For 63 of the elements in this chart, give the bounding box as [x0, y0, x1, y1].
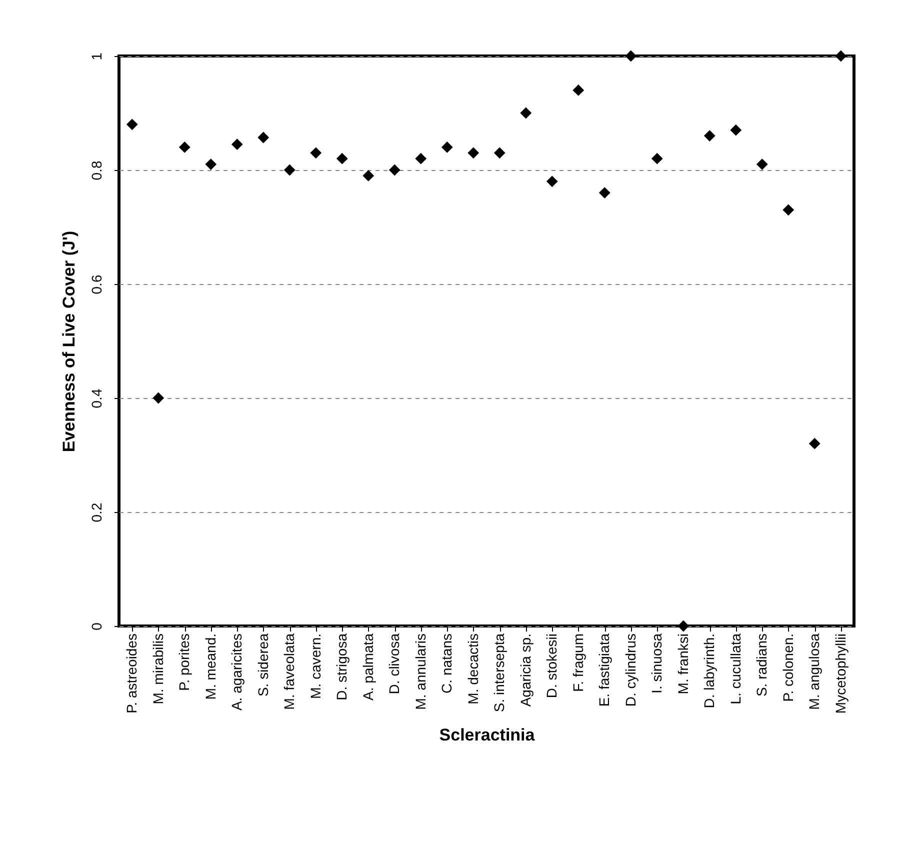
point: [415, 152, 427, 164]
x-tick-label: P. colonen.: [780, 634, 796, 702]
x-tick-label: A. agaricites: [228, 634, 245, 711]
y-tick-label: 1: [88, 52, 104, 60]
x-tick-label: S. radians: [754, 634, 770, 697]
x-tick-label: M. mirabilis: [150, 634, 166, 704]
point: [468, 147, 480, 159]
x-tick-label: D. strigosa: [334, 633, 350, 700]
point: [520, 107, 532, 119]
point: [625, 50, 637, 62]
x-tick-label: L. cucullata: [727, 633, 744, 704]
x-tick-label: E. fastigiata: [596, 633, 612, 707]
point: [678, 620, 690, 632]
x-tick-label: M. meand.: [202, 634, 218, 700]
point: [362, 170, 374, 182]
x-tick-label: M. angulosa: [806, 633, 822, 710]
x-tick-label: D. clivosa: [386, 633, 402, 694]
x-tick-label: D. stokesii: [544, 634, 560, 698]
point: [310, 147, 322, 159]
y-tick-label: 0.4: [88, 388, 104, 408]
x-tick-label: M. faveolata: [281, 633, 298, 710]
point: [205, 158, 217, 170]
x-tick-label: P. astreoides: [124, 634, 140, 714]
y-axis-title: Evenness of Live Cover (J'): [60, 230, 78, 452]
point: [178, 142, 190, 153]
point: [284, 164, 296, 176]
x-tick-label: C. natans: [438, 634, 455, 694]
point: [152, 392, 164, 404]
y-tick-label: 0.2: [88, 502, 104, 522]
point: [730, 124, 742, 136]
point: [598, 187, 610, 198]
x-tick-label: D. labyrinth.: [701, 634, 718, 708]
point: [704, 130, 716, 142]
x-tick-label: F. fragum: [570, 634, 586, 692]
x-tick-label: M. franksi: [674, 634, 691, 694]
y-tick-label: 0: [88, 622, 104, 630]
y-tick-label: 0.6: [88, 274, 104, 294]
point: [651, 152, 663, 164]
point: [782, 204, 794, 216]
x-tick-label: I. sinuosa: [648, 633, 665, 694]
x-tick-label: M. annularis: [412, 634, 428, 710]
point: [494, 147, 506, 159]
point: [808, 438, 820, 450]
point: [756, 158, 768, 170]
x-tick-label: S. intersepta: [491, 633, 508, 712]
x-tick-label: P. porites: [176, 634, 192, 691]
x-tick-label: Agaricia sp.: [517, 634, 534, 707]
point: [546, 176, 558, 188]
x-tick-label: M. cavern.: [307, 634, 324, 699]
x-axis-title: Scleractinia: [439, 726, 536, 745]
x-tick-label: D. cylindrus: [622, 634, 638, 707]
y-tick-label: 0.8: [88, 160, 104, 180]
point: [231, 138, 243, 150]
x-tick-label: A. palmata: [360, 633, 376, 700]
x-tick-label: M. decactis: [464, 634, 481, 704]
point: [126, 118, 138, 130]
point: [388, 164, 400, 176]
point: [336, 152, 348, 164]
point: [258, 132, 270, 144]
point: [441, 142, 453, 153]
x-tick-label: S. siderea: [254, 633, 271, 697]
x-tick-label: Mycetophyllii: [832, 634, 848, 714]
point: [572, 84, 584, 96]
